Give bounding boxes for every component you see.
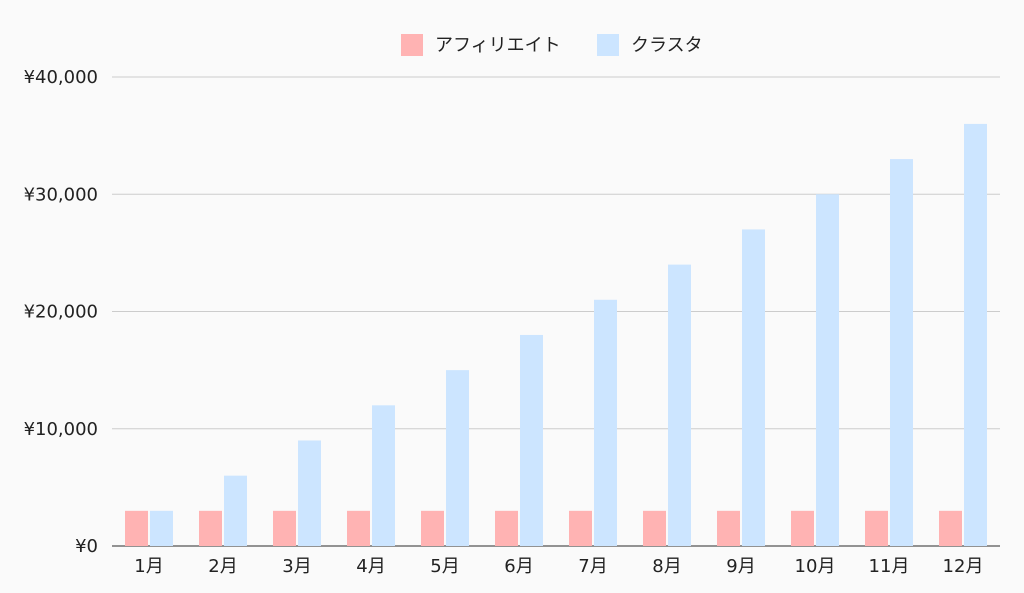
x-tick-label: 8月 [652,556,681,577]
bar-affiliate-8 [643,510,666,546]
bar-affiliate-4 [347,510,370,546]
x-tick-label: 11月 [869,556,910,577]
x-tick-label: 5月 [430,556,459,577]
x-tick-label: 10月 [795,556,836,577]
legend-swatch-cluster [597,34,619,56]
bar-cluster-7 [594,299,617,546]
legend: アフィリエイト クラスタ [401,34,703,56]
axes: ¥0 ¥10,000 ¥20,000 ¥30,000 ¥40,000 1月 2月 3月 4月 5月… [24,67,984,577]
bar-cluster-9 [742,229,765,547]
bar-affiliate-11 [865,510,888,546]
bar-affiliate-5 [421,510,444,546]
bar-cluster-11 [890,159,913,546]
y-tick-label: ¥40,000 [24,67,98,88]
legend-label-affiliate: アフィリエイト [435,35,561,56]
bar-cluster-1 [150,510,173,546]
bar-cluster-4 [372,405,395,546]
bar-cluster-8 [668,264,691,546]
legend-swatch-affiliate [401,34,423,56]
bar-affiliate-2 [199,510,222,546]
bar-cluster-6 [520,334,543,546]
bar-affiliate-7 [569,510,592,546]
bar-affiliate-6 [495,510,518,546]
x-tick-label: 7月 [578,556,607,577]
bar-cluster-5 [446,370,469,546]
x-tick-label: 12月 [943,556,984,577]
bar-affiliate-12 [939,510,962,546]
bar-cluster-12 [964,123,987,547]
legend-label-cluster: クラスタ [631,35,703,56]
x-tick-label: 9月 [726,556,755,577]
bar-affiliate-1 [125,510,148,546]
y-tick-label: ¥0 [75,536,98,557]
bars [125,123,987,547]
bar-affiliate-9 [717,510,740,546]
x-tick-label: 2月 [208,556,237,577]
y-tick-label: ¥20,000 [24,302,98,323]
y-tick-label: ¥10,000 [24,419,98,440]
bar-cluster-10 [816,194,839,546]
bar-cluster-3 [298,440,321,546]
y-tick-label: ¥30,000 [24,184,98,205]
x-tick-label: 6月 [504,556,533,577]
x-tick-label: 4月 [356,556,385,577]
grid-lines [112,76,1000,547]
x-tick-label: 3月 [282,556,311,577]
bar-affiliate-10 [791,510,814,546]
bar-affiliate-3 [273,510,296,546]
x-tick-label: 1月 [134,556,163,577]
bar-cluster-2 [224,475,247,546]
